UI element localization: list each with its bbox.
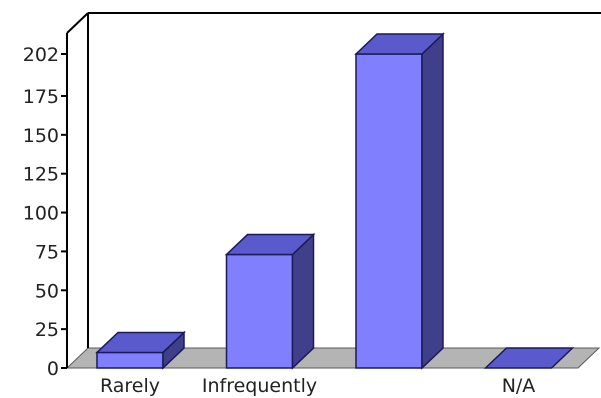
x-axis-labels-layer: Rarely Infrequently N/A — [100, 375, 535, 397]
y-axis-ticks-layer: 0 25 50 75 100 125 150 175 202 — [23, 44, 67, 380]
x-category-label: Infrequently — [202, 375, 317, 397]
bar-front-face — [355, 53, 423, 369]
bar-top-face — [95, 331, 186, 354]
bars-layer — [95, 32, 575, 370]
bar-n-a — [483, 347, 575, 369]
bar-infrequently — [224, 232, 316, 370]
y-tick-label: 100 — [23, 203, 59, 225]
axis-depth-edge — [66, 12, 89, 34]
x-category-label: N/A — [502, 375, 536, 397]
bar-side-face — [291, 232, 315, 370]
y-tick-label: 0 — [47, 358, 59, 380]
bar-rarely — [95, 330, 186, 370]
bar-top-face — [354, 33, 445, 55]
y-tick-label: 150 — [23, 125, 59, 147]
bar-side-face — [421, 32, 444, 370]
bar-front-face — [225, 253, 294, 369]
y-tick-label: 25 — [35, 319, 59, 341]
y-tick-label: 125 — [23, 164, 59, 186]
bar-unlabeled — [354, 32, 445, 370]
y-tick-label: 175 — [23, 86, 59, 108]
y-tick-label: 202 — [23, 44, 59, 66]
bar-front-face — [96, 351, 164, 369]
chart-frame-layer — [66, 12, 601, 368]
x-category-label: Rarely — [100, 375, 160, 397]
y-tick-label: 50 — [35, 280, 59, 302]
bar-top-face — [224, 233, 316, 256]
y-tick-label: 75 — [35, 241, 59, 263]
bar-top-face — [483, 347, 575, 369]
